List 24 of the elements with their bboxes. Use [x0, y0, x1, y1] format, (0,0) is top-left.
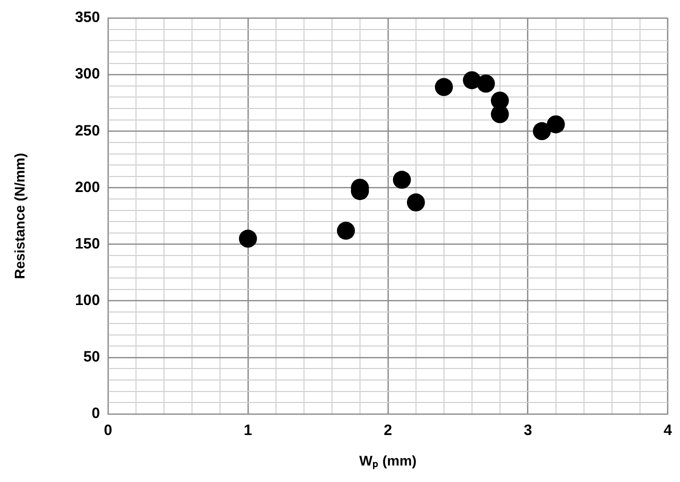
y-tick-label: 50	[83, 348, 100, 366]
point	[532, 122, 551, 140]
y-tick-label: 150	[74, 235, 100, 252]
x-tick-label: 4	[664, 422, 673, 440]
point	[238, 230, 257, 248]
y-tick-label: 0	[92, 405, 100, 422]
y-axis-title: Resistance (N/mm)	[11, 152, 28, 280]
x-tick-label: 1	[244, 422, 252, 440]
y-tick-label: 100	[74, 292, 100, 309]
y-tick-label: 300	[74, 66, 100, 83]
x-axis-title: Wₚ (mm)	[359, 452, 417, 470]
y-tick-label: 250	[74, 122, 100, 140]
point	[546, 115, 565, 134]
x-tick-label: 0	[104, 422, 112, 440]
point	[336, 222, 355, 240]
y-tick-label: 350	[74, 9, 100, 26]
x-tick-label: 3	[524, 422, 532, 440]
point	[434, 78, 453, 96]
x-tick-label: 2	[384, 422, 392, 440]
point	[476, 74, 495, 93]
point	[406, 193, 425, 212]
point	[392, 170, 411, 189]
y-tick-label: 200	[74, 178, 100, 196]
point	[490, 105, 509, 124]
